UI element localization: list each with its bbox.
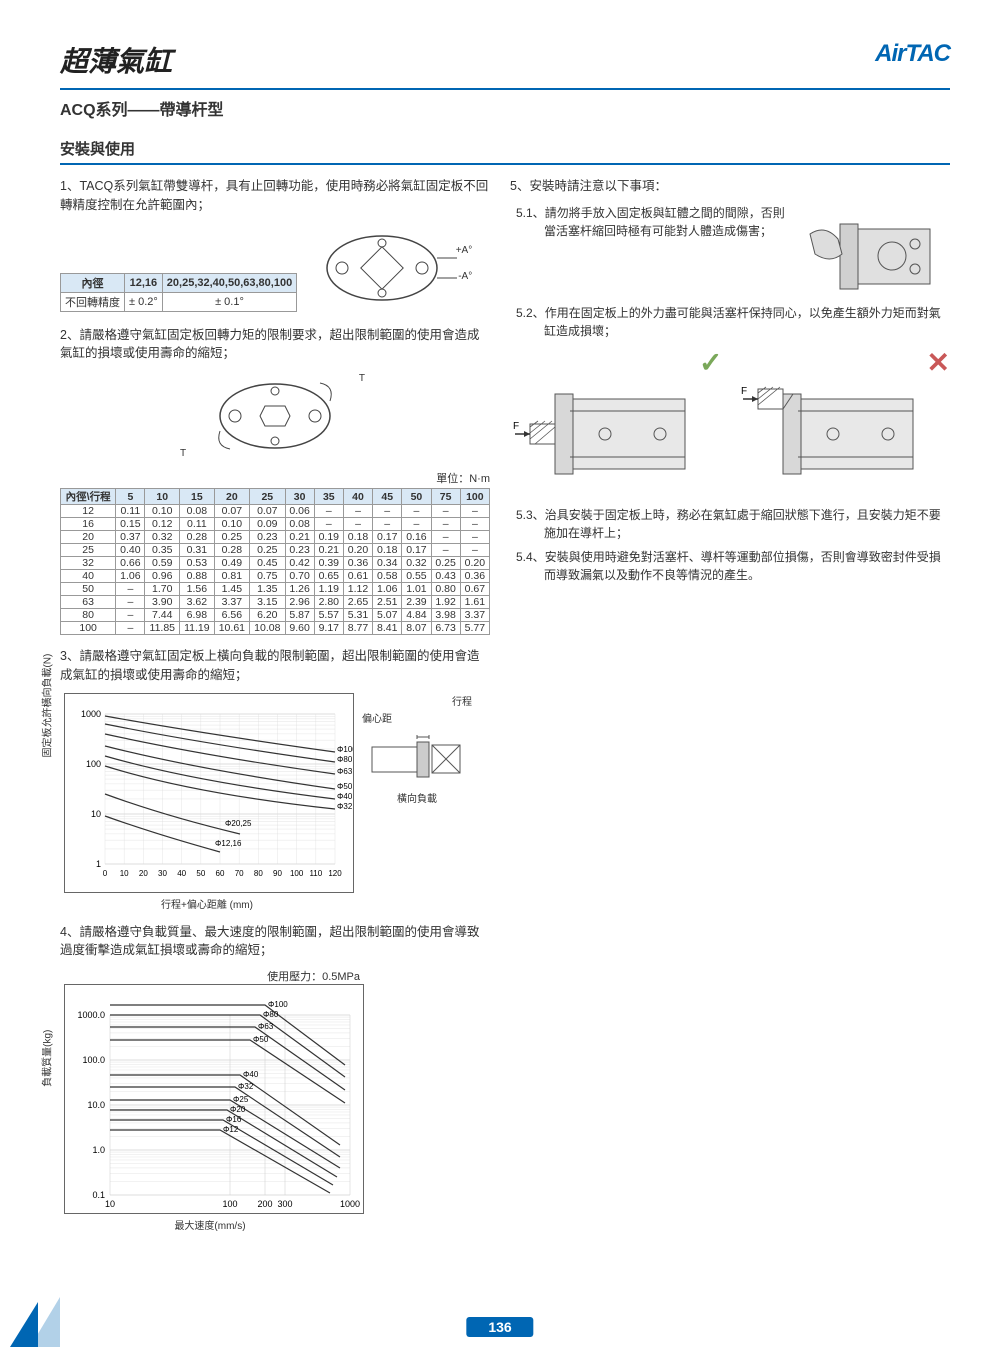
- svg-text:Φ80: Φ80: [263, 1010, 279, 1019]
- svg-text:10: 10: [120, 869, 129, 878]
- ecc-label: 偏心距: [362, 710, 472, 725]
- chart3-xlabel: 行程+偏心距離 (mm): [60, 896, 354, 911]
- item5-4: 5.4、安裝與使用時避免對活塞杆、導杆等運動部位損傷，否則會導致密封件受損而導致…: [510, 548, 950, 584]
- item5-3: 5.3、治具安裝于固定板上時，務必在氣缸處于縮回狀態下進行，且安裝力矩不要施加在…: [510, 506, 950, 542]
- chart4-ylabel: 負載質量(kg): [39, 1030, 54, 1087]
- svg-text:10: 10: [105, 1199, 115, 1209]
- svg-text:Φ20,25: Φ20,25: [225, 819, 252, 828]
- svg-text:F: F: [741, 386, 747, 397]
- svg-text:F: F: [513, 421, 519, 432]
- chart4-xlabel: 最大速度(mm/s): [60, 1217, 360, 1232]
- svg-text:Φ50: Φ50: [253, 1035, 269, 1044]
- svg-text:Φ32: Φ32: [238, 1082, 254, 1091]
- torque-label-1: T: [180, 448, 186, 459]
- cross-icon: ✕: [927, 346, 950, 379]
- svg-text:10: 10: [91, 809, 101, 819]
- svg-text:Φ100: Φ100: [337, 745, 354, 754]
- chart3-ylabel: 固定板允許橫向負載(N): [39, 653, 54, 757]
- item3-side-diagram: [362, 727, 472, 787]
- svg-text:1000: 1000: [340, 1199, 360, 1209]
- svg-text:0.1: 0.1: [92, 1190, 105, 1200]
- svg-text:200: 200: [257, 1199, 272, 1209]
- subtitle: ACQ系列——帶導杆型: [60, 96, 950, 120]
- svg-text:100: 100: [222, 1199, 237, 1209]
- svg-text:0: 0: [103, 869, 108, 878]
- item5-1: 5.1、請勿將手放入固定板與缸體之間的間隙，否則當活塞杆縮回時極有可能對人體造成…: [510, 204, 790, 298]
- item4-text: 4、請嚴格遵守負載質量、最大速度的限制範圍，超出限制範圍的使用會導致過度衝擊造成…: [60, 923, 490, 961]
- item1-diagram: [307, 223, 467, 313]
- svg-text:Φ12: Φ12: [223, 1125, 239, 1134]
- item5-2: 5.2、作用在固定板上的外力盡可能與活塞杆保持同心，以免產生額外力矩而對氣缸造成…: [510, 304, 950, 340]
- svg-text:Φ80: Φ80: [337, 755, 353, 764]
- svg-text:Φ32: Φ32: [337, 802, 353, 811]
- item2-table: 內徑\行程510152025303540455075100120.110.100…: [60, 488, 490, 635]
- svg-text:30: 30: [158, 869, 167, 878]
- chart4-header: 使用壓力：0.5MPa: [60, 968, 360, 984]
- chart3: 1101001000 0102030405060708090100110120 …: [64, 693, 354, 893]
- svg-text:1: 1: [96, 859, 101, 869]
- svg-text:Φ40: Φ40: [243, 1070, 259, 1079]
- item5-2-wrong: F: [738, 379, 928, 489]
- svg-text:100.0: 100.0: [82, 1055, 105, 1065]
- svg-text:Φ20: Φ20: [230, 1105, 246, 1114]
- stroke-label: 行程: [362, 693, 472, 708]
- item1-text: 1、TACQ系列氣缸帶雙導杆，具有止回轉功能，使用時務必將氣缸固定板不回轉精度控…: [60, 177, 490, 215]
- svg-text:120: 120: [328, 869, 342, 878]
- svg-text:100: 100: [86, 759, 101, 769]
- torque-label-2: T: [359, 373, 365, 384]
- brand-logo: AirTAC: [875, 40, 950, 68]
- svg-text:80: 80: [254, 869, 263, 878]
- section-title: 安裝與使用: [60, 138, 950, 159]
- svg-text:20: 20: [139, 869, 148, 878]
- svg-text:Φ63: Φ63: [258, 1022, 274, 1031]
- item5-1-diagram: [800, 204, 950, 304]
- svg-text:40: 40: [177, 869, 186, 878]
- item5-text: 5、安裝時請注意以下事項：: [510, 177, 950, 196]
- svg-text:Φ40: Φ40: [337, 792, 353, 801]
- item2-text: 2、請嚴格遵守氣缸固定板回轉力矩的限制要求，超出限制範圍的使用會造成氣缸的損壞或…: [60, 326, 490, 364]
- header-rule: [60, 88, 950, 90]
- chart4: 0.1 1.0 10.0 100.0 1000.0 10 100 200 300 1000 Φ1…: [64, 984, 364, 1214]
- page-title: 超薄氣缸: [60, 40, 172, 80]
- svg-text:110: 110: [309, 869, 322, 878]
- svg-text:Φ100: Φ100: [268, 1000, 288, 1009]
- item2-unit: 單位：N·m: [60, 470, 490, 486]
- svg-text:50: 50: [196, 869, 205, 878]
- item5-2-correct: F: [510, 379, 700, 489]
- lateral-label: 橫向負載: [362, 790, 472, 805]
- svg-text:Φ63: Φ63: [337, 767, 353, 776]
- svg-text:Φ16: Φ16: [226, 1115, 242, 1124]
- svg-text:60: 60: [216, 869, 225, 878]
- svg-text:Φ25: Φ25: [233, 1095, 249, 1104]
- svg-text:1.0: 1.0: [92, 1145, 105, 1155]
- footer-accent-2: [30, 1297, 60, 1347]
- svg-text:100: 100: [290, 869, 304, 878]
- angle-minus-label: -A°: [458, 271, 472, 282]
- svg-text:Φ12,16: Φ12,16: [215, 839, 242, 848]
- svg-text:300: 300: [277, 1199, 292, 1209]
- item2-diagram: [190, 371, 360, 461]
- svg-text:90: 90: [273, 869, 282, 878]
- svg-text:Φ50: Φ50: [337, 782, 353, 791]
- svg-text:1000: 1000: [81, 709, 101, 719]
- check-icon: ✓: [699, 346, 722, 379]
- svg-text:10.0: 10.0: [87, 1100, 105, 1110]
- svg-text:1000.0: 1000.0: [77, 1010, 105, 1020]
- section-rule: [60, 163, 950, 165]
- svg-text:70: 70: [235, 869, 244, 878]
- item1-table: 內徑12,1620,25,32,40,50,63,80,100 不回轉精度± 0…: [60, 273, 297, 312]
- angle-plus-label: +A°: [456, 245, 473, 256]
- page-number: 136: [466, 1317, 533, 1337]
- item3-text: 3、請嚴格遵守氣缸固定板上橫向負載的限制範圍，超出限制範圍的使用會造成氣缸的損壞…: [60, 647, 490, 685]
